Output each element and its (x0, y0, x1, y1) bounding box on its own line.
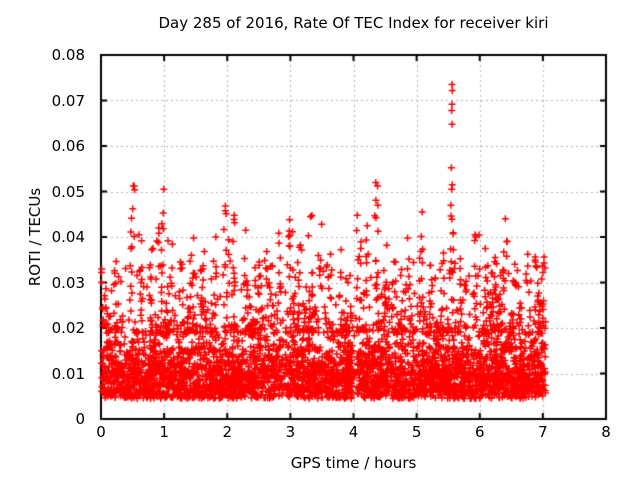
y-tick-label: 0.07 (51, 91, 85, 110)
y-tick-label: 0 (75, 410, 85, 428)
x-tick-label: 5 (411, 423, 422, 441)
y-tick-label: 0.05 (51, 182, 85, 201)
y-tick-label: 0.03 (51, 273, 85, 292)
y-tick-label: 0.02 (51, 319, 85, 337)
y-tick-label: 0.04 (51, 228, 85, 246)
x-tick-label: 3 (285, 423, 296, 441)
y-tick-label: 0.08 (51, 46, 85, 64)
chart-title: Day 285 of 2016, Rate Of TEC Index for r… (158, 14, 549, 32)
x-tick-label: 1 (159, 423, 169, 441)
x-axis-label: GPS time / hours (290, 454, 417, 472)
y-tick-label: 0.06 (51, 137, 85, 155)
x-tick-label: 0 (96, 423, 106, 441)
x-tick-label: 4 (348, 423, 359, 441)
x-tick-label: 8 (601, 423, 611, 441)
x-tick-label: 2 (222, 423, 233, 441)
x-tick-label: 6 (474, 423, 485, 441)
y-tick-label: 0.01 (51, 364, 85, 383)
x-tick-label: 7 (538, 423, 548, 441)
